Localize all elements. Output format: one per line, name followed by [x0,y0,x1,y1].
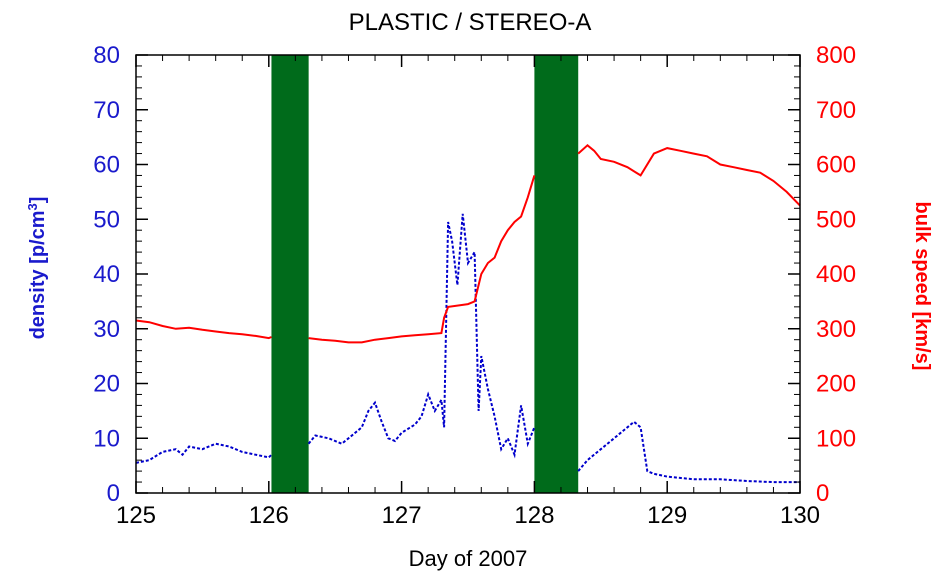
bulk-speed-series-line-seg-3 [577,143,801,207]
y-right-tick-label: 300 [816,316,856,343]
y-left-tick-label: 30 [93,316,120,343]
y-left-tick-label: 80 [93,42,120,69]
plot-frame [135,54,801,494]
bulk-speed-series-line-seg-2 [308,175,536,344]
y-left-tick-label: 70 [93,97,120,124]
x-tick-label: 126 [249,502,289,529]
chart-title: PLASTIC / STEREO-A [349,9,592,36]
data-gap-band-1 [271,55,309,493]
y-axis-left-label: density [p/cm3] [25,197,50,340]
x-tick-label: 128 [514,502,554,529]
x-tick-label: 125 [116,502,156,529]
data-gap-band-2 [534,55,579,493]
y-axis-right-label: bulk speed [km/s] [911,202,933,371]
x-tick-label: 127 [382,502,422,529]
y-right-tick-label: 700 [816,97,856,124]
x-axis-label: Day of 2007 [409,546,528,571]
y-left-tick-label: 60 [93,152,120,179]
bulk-speed-series-line-seg-1 [135,319,272,340]
y-right-tick-label: 800 [816,42,856,69]
y-right-tick-label: 500 [816,206,856,233]
x-tick-label: 129 [647,502,687,529]
y-left-tick-label: 0 [107,480,120,507]
density-series-line-seg-2 [307,213,536,459]
density-series-line-seg-1 [135,442,273,464]
density-series-line-seg-3 [577,420,800,484]
x-tick-label: 130 [780,502,820,529]
y-right-tick-label: 600 [816,152,856,179]
y-right-tick-label: 0 [816,480,829,507]
y-left-tick-label: 50 [93,206,120,233]
y-left-tick-label: 10 [93,425,120,452]
y-left-tick-label: 20 [93,371,120,398]
y-right-tick-label: 200 [816,371,856,398]
y-right-tick-label: 400 [816,261,856,288]
y-right-tick-label: 100 [816,425,856,452]
y-left-tick-label: 40 [93,261,120,288]
